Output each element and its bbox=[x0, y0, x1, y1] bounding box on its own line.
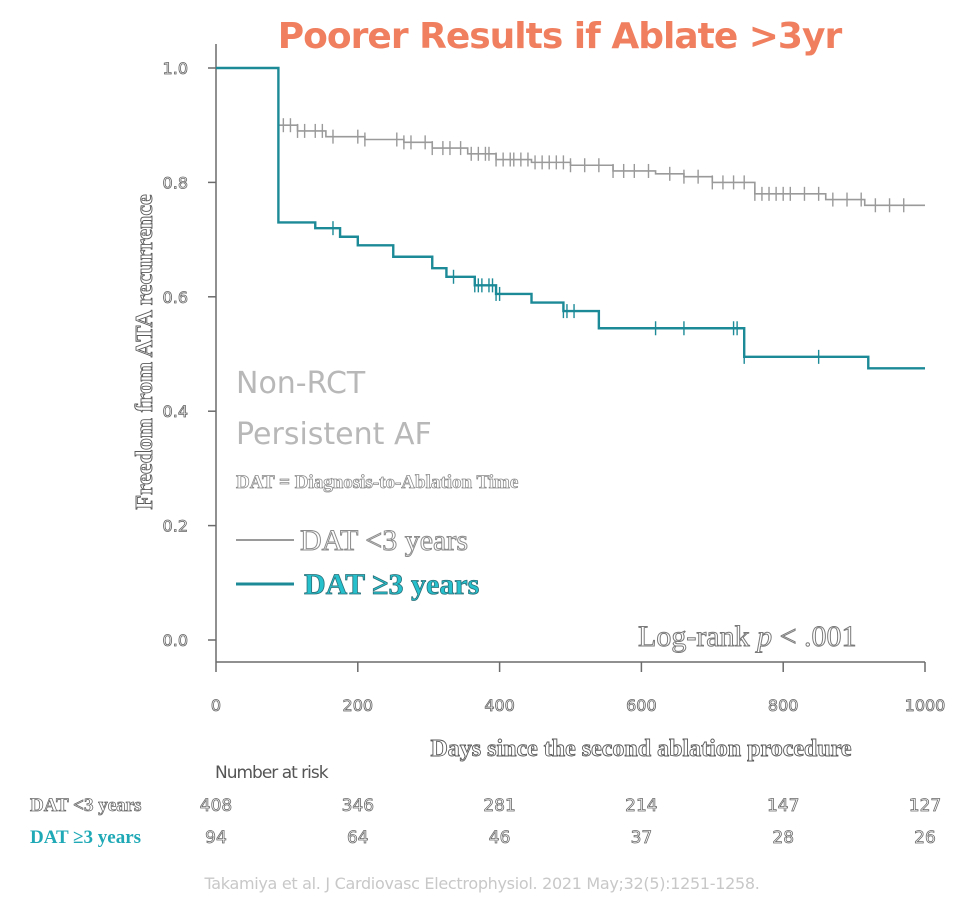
legend-teal-label: DAT ≥3 years bbox=[304, 568, 479, 601]
x-tick-label: 600 bbox=[626, 696, 657, 715]
survival-curves bbox=[216, 66, 925, 370]
risk-value: 26 bbox=[914, 828, 936, 848]
y-tick-label: 0.8 bbox=[163, 173, 188, 192]
y-tick-label: 0.2 bbox=[163, 517, 188, 536]
risk-value: 408 bbox=[200, 796, 232, 816]
x-tick-label: 800 bbox=[768, 696, 799, 715]
y-tick-label: 0.4 bbox=[163, 402, 188, 421]
curve-teal bbox=[216, 66, 925, 370]
study-type-note: Non-RCT bbox=[236, 366, 366, 401]
y-tick-label: 0.6 bbox=[163, 288, 188, 307]
dat-definition: DAT = Diagnosis-to-Ablation Time bbox=[236, 472, 518, 493]
risk-value: 214 bbox=[625, 796, 657, 816]
slide-title: Poorer Results if Ablate >3yr bbox=[277, 16, 842, 57]
risk-row-label-teal: DAT ≥3 years bbox=[30, 827, 141, 848]
risk-value: 346 bbox=[342, 796, 374, 816]
x-tick-labels: 0 200 400 600 800 1000 bbox=[211, 696, 946, 716]
citation: Takamiya et al. J Cardiovasc Electrophys… bbox=[204, 874, 760, 893]
logrank-annotation: Log-rank p < .001 bbox=[638, 620, 857, 653]
risk-row-label-grey: DAT <3 years bbox=[30, 795, 141, 816]
y-tick-labels: 0.0 0.2 0.4 0.6 0.8 1.0 bbox=[162, 59, 188, 651]
x-axis-label: Days since the second ablation procedure bbox=[430, 736, 851, 762]
risk-value: 28 bbox=[772, 828, 794, 848]
population-note: Persistent AF bbox=[236, 417, 432, 452]
x-tick-label: 0 bbox=[211, 696, 221, 715]
legend-grey-label: DAT <3 years bbox=[300, 524, 468, 557]
risk-value: 147 bbox=[767, 796, 799, 816]
y-axis-label: Freedom from ATA recurrence bbox=[132, 194, 158, 510]
axes bbox=[208, 44, 926, 672]
risk-table: DAT <3 years DAT ≥3 years 408 346 281 214 14… bbox=[30, 795, 942, 849]
risk-value: 64 bbox=[347, 828, 369, 848]
y-tick-label: 0.0 bbox=[163, 631, 188, 650]
logrank-prefix: Log-rank bbox=[638, 620, 757, 653]
risk-value: 46 bbox=[489, 828, 511, 848]
risk-value: 281 bbox=[483, 796, 515, 816]
risk-value: 127 bbox=[909, 796, 941, 816]
curve-grey bbox=[216, 67, 925, 207]
risk-value: 94 bbox=[205, 828, 227, 848]
y-tick-label: 1.0 bbox=[163, 59, 188, 78]
legend: DAT <3 years DAT ≥3 years bbox=[236, 524, 480, 601]
risk-value: 37 bbox=[631, 828, 653, 848]
x-tick-label: 400 bbox=[484, 696, 515, 715]
risk-table-title: Number at risk bbox=[215, 763, 329, 783]
x-tick-label: 200 bbox=[343, 696, 374, 715]
x-tick-label: 1000 bbox=[905, 696, 946, 715]
logrank-suffix: < .001 bbox=[772, 620, 856, 653]
logrank-p: p bbox=[755, 620, 772, 653]
